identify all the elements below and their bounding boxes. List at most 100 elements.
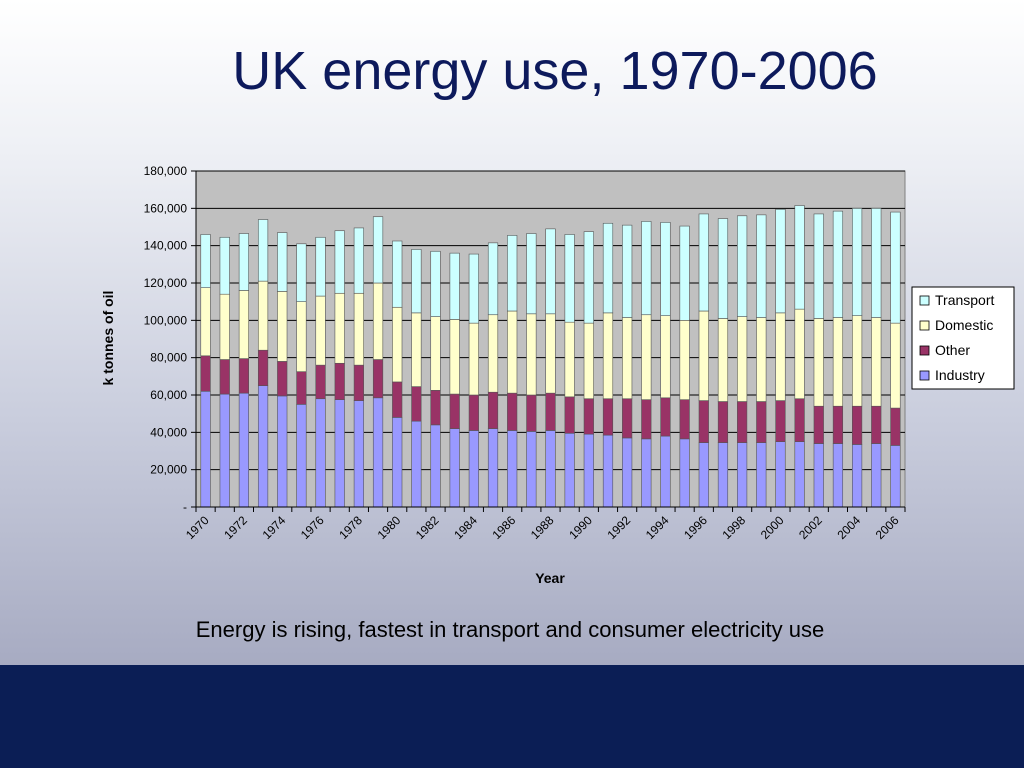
legend: Transport Domestic Other Industry (911, 286, 1015, 390)
x-tick-label: 1980 (375, 513, 404, 542)
bar-segment (813, 443, 824, 508)
bar-segment (832, 210, 844, 318)
y-tick-label: 140,000 (144, 239, 188, 253)
bar-segment (717, 218, 729, 319)
bar-segment (334, 230, 345, 294)
bar-segment (257, 219, 269, 282)
bar-segment (430, 390, 441, 426)
bar-segment (852, 405, 863, 445)
bar-segment (449, 252, 460, 320)
y-tick-label: 160,000 (144, 201, 188, 215)
bar-segment (545, 313, 556, 394)
bar-segment (277, 291, 288, 362)
bar-segment (583, 231, 594, 324)
bar-segment (372, 397, 384, 508)
bar-segment (871, 208, 882, 318)
bar-segment (507, 235, 518, 312)
bar-segment (296, 243, 307, 302)
bar-segment (257, 280, 269, 351)
bar-segment (372, 216, 384, 284)
bar-segment (468, 253, 479, 324)
y-tick-label: 100,000 (144, 313, 188, 327)
bar-segment (794, 308, 805, 400)
x-tick-label: 1990 (566, 513, 595, 542)
bar-segment (353, 400, 364, 508)
x-tick-label: 1998 (719, 513, 748, 542)
bar-segment (622, 398, 633, 439)
bar-segment (698, 310, 709, 401)
bar-segment (411, 312, 422, 387)
bar-segment (392, 306, 403, 383)
bar-segment (487, 314, 499, 393)
bar-segment (641, 221, 652, 316)
bar-segment (277, 395, 288, 508)
x-tick-label: 1992 (604, 513, 633, 542)
bar-segment (852, 315, 863, 407)
bar-segment (468, 394, 479, 431)
bar-segment (449, 393, 460, 429)
bar-segment (641, 399, 652, 440)
bar-segment (871, 317, 882, 407)
x-tick-label: 1972 (221, 513, 250, 542)
bar-segment (449, 319, 460, 395)
bar-segment (602, 434, 614, 508)
bar-segment (660, 397, 671, 437)
bar-segment (545, 430, 556, 508)
bar-segment (832, 317, 844, 407)
bar-segment (813, 318, 824, 407)
footer-band (0, 665, 1024, 768)
bar-segment (622, 317, 633, 400)
bar-segment (334, 399, 345, 508)
x-tick-label: 1970 (183, 513, 212, 542)
bar-segment (583, 398, 594, 435)
bar-segment (238, 358, 249, 394)
bar-segment (756, 317, 767, 402)
legend-swatch (919, 345, 930, 356)
bar-segment (257, 349, 269, 386)
bar-segment (698, 213, 709, 312)
bar-segment (334, 292, 345, 364)
bar-segment (430, 316, 441, 391)
legend-label: Industry (935, 367, 985, 383)
y-tick-label: 180,000 (144, 164, 188, 178)
bar-segment (315, 236, 326, 297)
bars (200, 205, 901, 508)
bar-segment (698, 400, 709, 443)
bar-segment (679, 225, 690, 321)
bar-segment (660, 222, 671, 316)
x-tick-label: 2006 (873, 513, 902, 542)
bar-segment (717, 442, 729, 508)
x-tick-label: 1994 (643, 513, 672, 542)
bar-segment (679, 399, 690, 440)
bar-segment (372, 282, 384, 360)
bar-segment (890, 445, 901, 508)
bar-segment (622, 437, 633, 508)
x-tick-label: 1976 (298, 513, 327, 542)
x-tick-label: 2000 (758, 513, 787, 542)
x-tick-label: 2002 (796, 513, 825, 542)
bar-segment (526, 394, 537, 432)
bar-segment (602, 398, 614, 436)
bar-segment (296, 301, 307, 372)
slide-caption: Energy is rising, fastest in transport a… (195, 617, 825, 642)
y-tick-label: 20,000 (150, 463, 187, 477)
bar-segment (411, 249, 422, 314)
bar-segment (449, 428, 460, 508)
bar-segment (200, 390, 211, 508)
bar-segment (583, 433, 594, 508)
x-tick-label: 1982 (413, 513, 442, 542)
bar-segment (564, 432, 575, 508)
bar-segment (200, 234, 211, 288)
x-tick-label: 1988 (528, 513, 557, 542)
y-tick-label: 60,000 (150, 388, 187, 402)
bar-segment (468, 430, 479, 508)
bar-segment (411, 386, 422, 422)
bar-segment (832, 405, 844, 444)
bar-segment (813, 405, 824, 444)
x-tick-label: 1978 (336, 513, 365, 542)
x-tick-label: 1996 (681, 513, 710, 542)
bar-segment (526, 233, 537, 315)
bar-segment (602, 312, 614, 400)
y-axis-title: k tonnes of oil (100, 291, 116, 386)
bar-segment (679, 320, 690, 400)
